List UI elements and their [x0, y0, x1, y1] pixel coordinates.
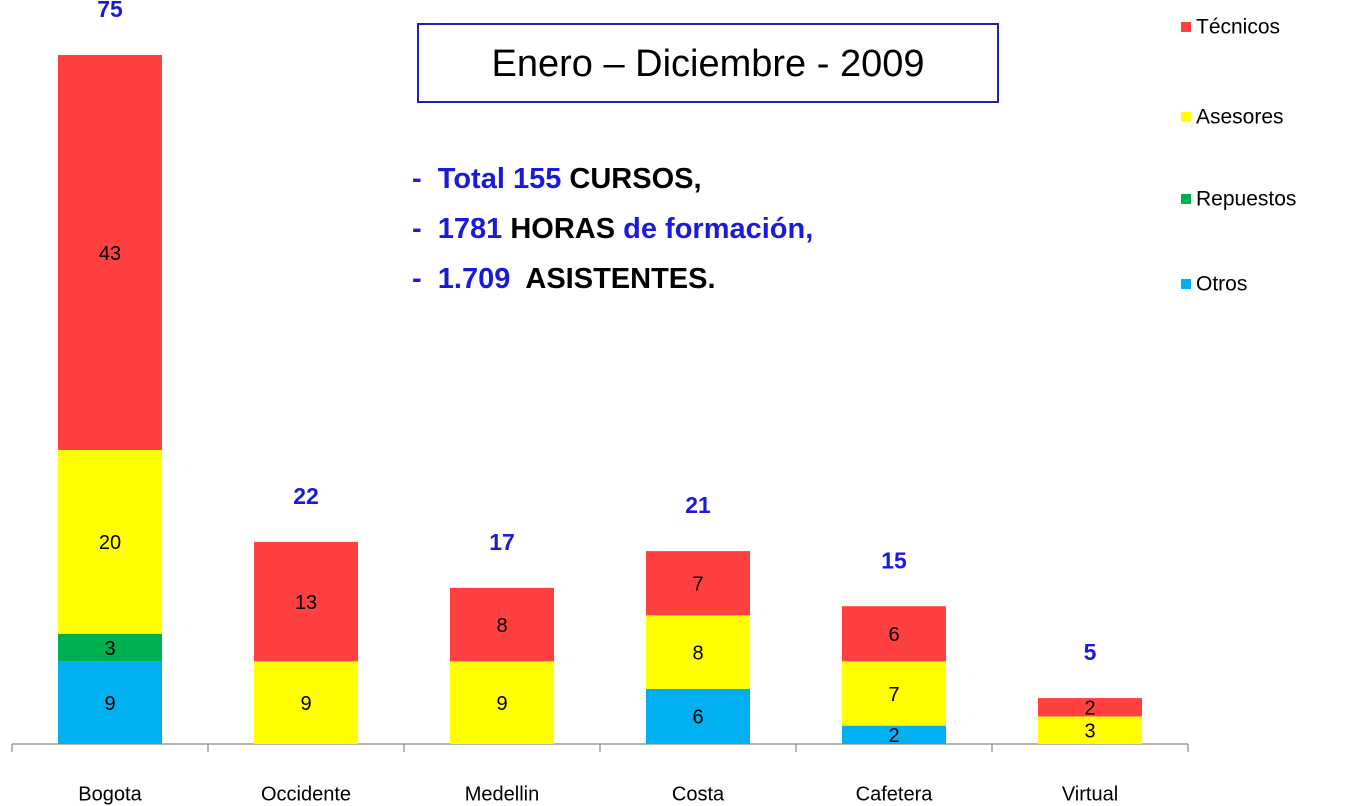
bar-segment: [58, 661, 162, 744]
data-label: 7: [692, 574, 703, 596]
annotation: - 1781 HORAS de formación,: [412, 213, 813, 245]
bar-segment: [646, 551, 750, 616]
x-tick-label: Occidente: [261, 783, 351, 805]
data-label: 8: [496, 615, 507, 637]
chart-title: Enero – Diciembre - 2009: [492, 43, 925, 85]
total-label: 17: [489, 529, 515, 555]
bar-segment: [254, 541, 358, 662]
data-label: 8: [692, 642, 703, 664]
data-label: 13: [295, 592, 317, 614]
bar-segment: [58, 633, 162, 662]
annotation-part: de formación,: [615, 213, 813, 245]
legend-label: Otros: [1196, 273, 1247, 296]
bar-segment: [842, 661, 946, 726]
annotation-part: ASISTENTES.: [510, 263, 715, 295]
x-tick-label: Costa: [672, 783, 725, 805]
legend-swatch: [1181, 112, 1191, 122]
bar-segment: [842, 725, 946, 744]
data-label: 20: [99, 532, 121, 554]
bar-segment: [646, 615, 750, 689]
data-label: 2: [888, 725, 899, 747]
annotation-part: CURSOS,: [561, 163, 701, 195]
title-box: [417, 23, 999, 103]
legend-label: Asesores: [1196, 106, 1284, 129]
bar-segment: [842, 606, 946, 662]
total-label: 75: [97, 0, 123, 22]
data-label: 9: [104, 693, 115, 715]
data-label: 9: [496, 693, 507, 715]
bar-segment: [58, 55, 162, 451]
data-label: 2: [1084, 698, 1095, 720]
bar-segment: [450, 661, 554, 744]
annotation: - 1.709 ASISTENTES.: [412, 263, 716, 295]
data-label: 3: [104, 638, 115, 660]
x-tick-label: Medellin: [465, 783, 539, 805]
annotation-part: - Total 155: [412, 163, 561, 195]
bar-segment: [1038, 716, 1142, 744]
annotation: - Total 155 CURSOS,: [412, 163, 702, 195]
data-label: 3: [1084, 721, 1095, 743]
data-label: 9: [300, 693, 311, 715]
data-label: 43: [99, 243, 121, 265]
x-tick-label: Bogota: [78, 783, 142, 805]
legend-label: Repuestos: [1196, 188, 1296, 211]
legend-label: Técnicos: [1196, 16, 1280, 39]
total-label: 22: [293, 483, 319, 509]
x-tick-label: Cafetera: [856, 783, 934, 805]
total-label: 21: [685, 492, 711, 518]
bar-segment: [58, 450, 162, 634]
total-label: 5: [1084, 639, 1097, 665]
data-label: 7: [888, 684, 899, 706]
bar-segment: [450, 587, 554, 662]
legend-swatch: [1181, 22, 1191, 32]
annotation-part: HORAS: [502, 213, 615, 245]
legend-swatch: [1181, 194, 1191, 204]
data-label: 6: [888, 624, 899, 646]
total-label: 15: [881, 547, 907, 573]
bar-segment: [646, 688, 750, 744]
bar-segment: [254, 661, 358, 744]
bar-segment: [1038, 698, 1142, 717]
annotation-part: - 1781: [412, 213, 502, 245]
legend-swatch: [1181, 279, 1191, 289]
annotation-part: - 1.709: [412, 263, 510, 295]
data-label: 6: [692, 707, 703, 729]
x-tick-label: Virtual: [1062, 783, 1118, 805]
